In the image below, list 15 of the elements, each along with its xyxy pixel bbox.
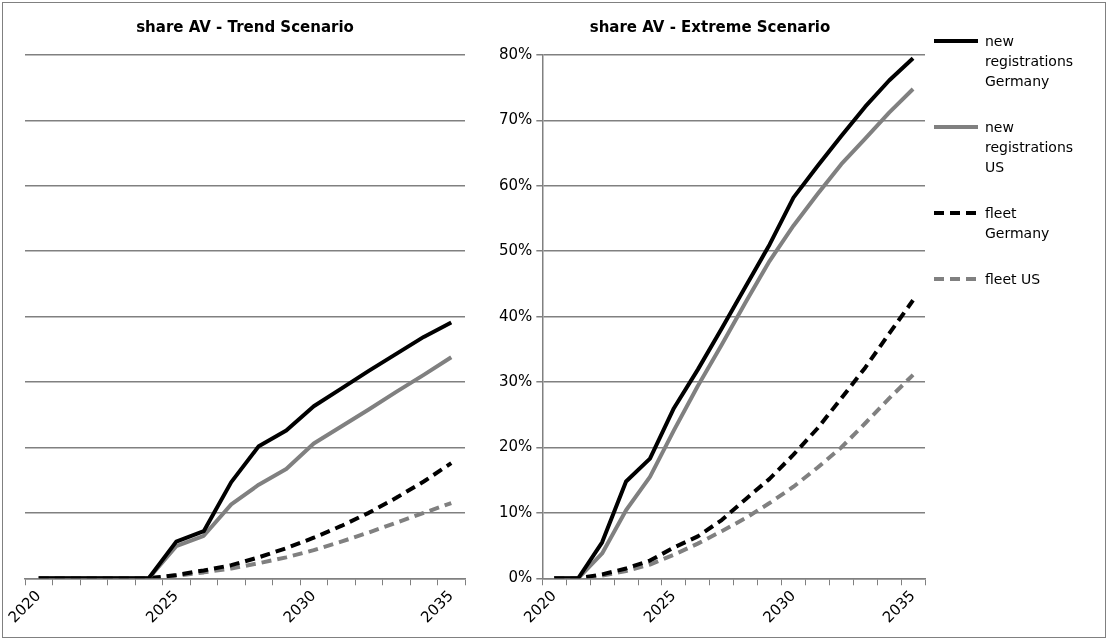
y-tick-label: 60% <box>499 175 533 194</box>
y-tick-label: 30% <box>499 371 533 390</box>
y-tick-label: 20% <box>499 437 533 456</box>
legend-label: fleet Germany <box>985 204 1051 243</box>
y-tick-label: 10% <box>499 502 533 521</box>
y-tick-label: 40% <box>499 306 533 325</box>
chart-title: share AV - Trend Scenario <box>136 17 354 36</box>
y-tick-label: 80% <box>499 44 533 63</box>
y-tick-label: 50% <box>499 241 533 260</box>
y-tick-label: 0% <box>508 568 533 587</box>
legend-label: fleet US <box>985 270 1042 289</box>
legend-label: new registrations US <box>985 118 1075 177</box>
y-tick-label: 70% <box>499 110 533 129</box>
legend-label: new registrations Germany <box>985 32 1075 91</box>
chart-title: share AV - Extreme Scenario <box>589 17 831 36</box>
